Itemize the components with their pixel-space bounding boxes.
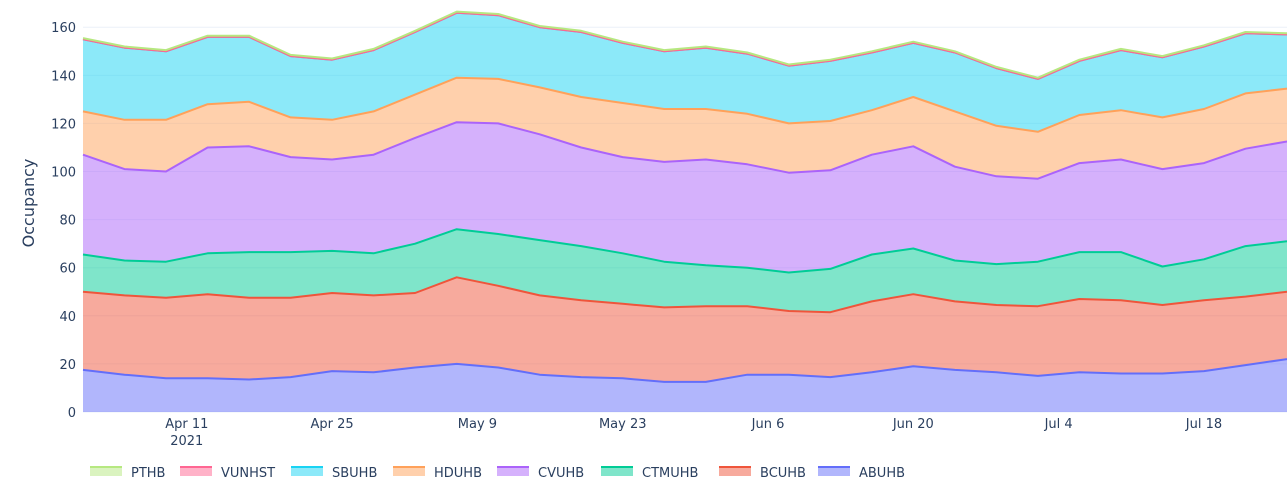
legend-item-cvuhb[interactable]: CVUHB: [497, 466, 584, 481]
x-tick-label: Jun 20: [892, 417, 934, 432]
y-axis-title: Occupancy: [19, 159, 38, 248]
legend-label: SBUHB: [332, 466, 377, 481]
legend-swatch: [818, 467, 850, 476]
y-tick-label: 140: [51, 69, 76, 84]
legend-item-sbuhb[interactable]: SBUHB: [291, 466, 377, 481]
legend-swatch: [601, 467, 633, 476]
line-bcuhb: [82, 276, 1287, 314]
x-tick-year-label: 2021: [170, 434, 203, 449]
legend-label: ABUHB: [859, 466, 905, 481]
area-hduhb: [83, 77, 1287, 179]
legend-item-pthb[interactable]: PTHB: [90, 466, 165, 481]
legend-item-abuhb[interactable]: ABUHB: [818, 466, 905, 481]
line-hduhb: [82, 76, 1287, 133]
line-cvuhb: [82, 121, 1287, 180]
legend-item-hduhb[interactable]: HDUHB: [393, 466, 482, 481]
x-tick-label: Apr 11: [165, 417, 208, 432]
legend-swatch: [180, 467, 212, 476]
legend-label: VUNHST: [221, 466, 275, 481]
legend-item-bcuhb[interactable]: BCUHB: [719, 466, 806, 481]
x-tick-label: Jul 4: [1044, 417, 1073, 432]
x-tick-label: May 23: [599, 417, 647, 432]
legend-swatch: [393, 467, 425, 476]
legend: PTHB VUNHST SBUHB HDUHB CVUHB CTMUHB BCUHB ABUH…: [90, 466, 905, 481]
y-tick-label: 20: [59, 358, 76, 373]
legend-swatch: [90, 467, 122, 476]
legend-label: CTMUHB: [642, 466, 698, 481]
y-tick-label: 120: [51, 117, 76, 132]
legend-item-vunhst[interactable]: VUNHST: [180, 466, 275, 481]
x-tick-label: Jun 6: [751, 417, 785, 432]
legend-label: HDUHB: [434, 466, 482, 481]
y-tick-label: 0: [68, 406, 76, 421]
legend-item-ctmuhb[interactable]: CTMUHB: [601, 466, 698, 481]
line-ctmuhb: [82, 228, 1287, 274]
legend-swatch: [291, 467, 323, 476]
x-tick-label: Apr 25: [311, 417, 354, 432]
area-sbuhb: [83, 12, 1287, 132]
plot-area: [82, 10, 1287, 412]
legend-swatch: [497, 467, 529, 476]
y-tick-label: 80: [59, 214, 76, 229]
y-tick-label: 40: [59, 310, 76, 325]
legend-label: BCUHB: [760, 466, 806, 481]
y-axis: 0 20 40 60 80 100 120 140 160: [51, 21, 76, 421]
line-vunhst: [82, 11, 1287, 80]
line-pthb: [82, 10, 1287, 79]
area-bcuhb: [83, 277, 1287, 382]
legend-swatch: [719, 467, 751, 476]
area-cvuhb: [83, 122, 1287, 273]
legend-label: PTHB: [131, 466, 165, 481]
line-abuhb: [82, 358, 1287, 383]
x-tick-label: Jul 18: [1185, 417, 1222, 432]
y-tick-label: 100: [51, 166, 76, 181]
y-tick-label: 160: [51, 21, 76, 36]
x-axis: Apr 11 2021 Apr 25 May 9 May 23 Jun 6 Jun 20 Ju…: [165, 417, 1222, 449]
area-ctmuhb: [83, 229, 1287, 313]
x-tick-label: May 9: [458, 417, 497, 432]
legend-label: CVUHB: [538, 466, 584, 481]
y-tick-label: 60: [59, 262, 76, 277]
